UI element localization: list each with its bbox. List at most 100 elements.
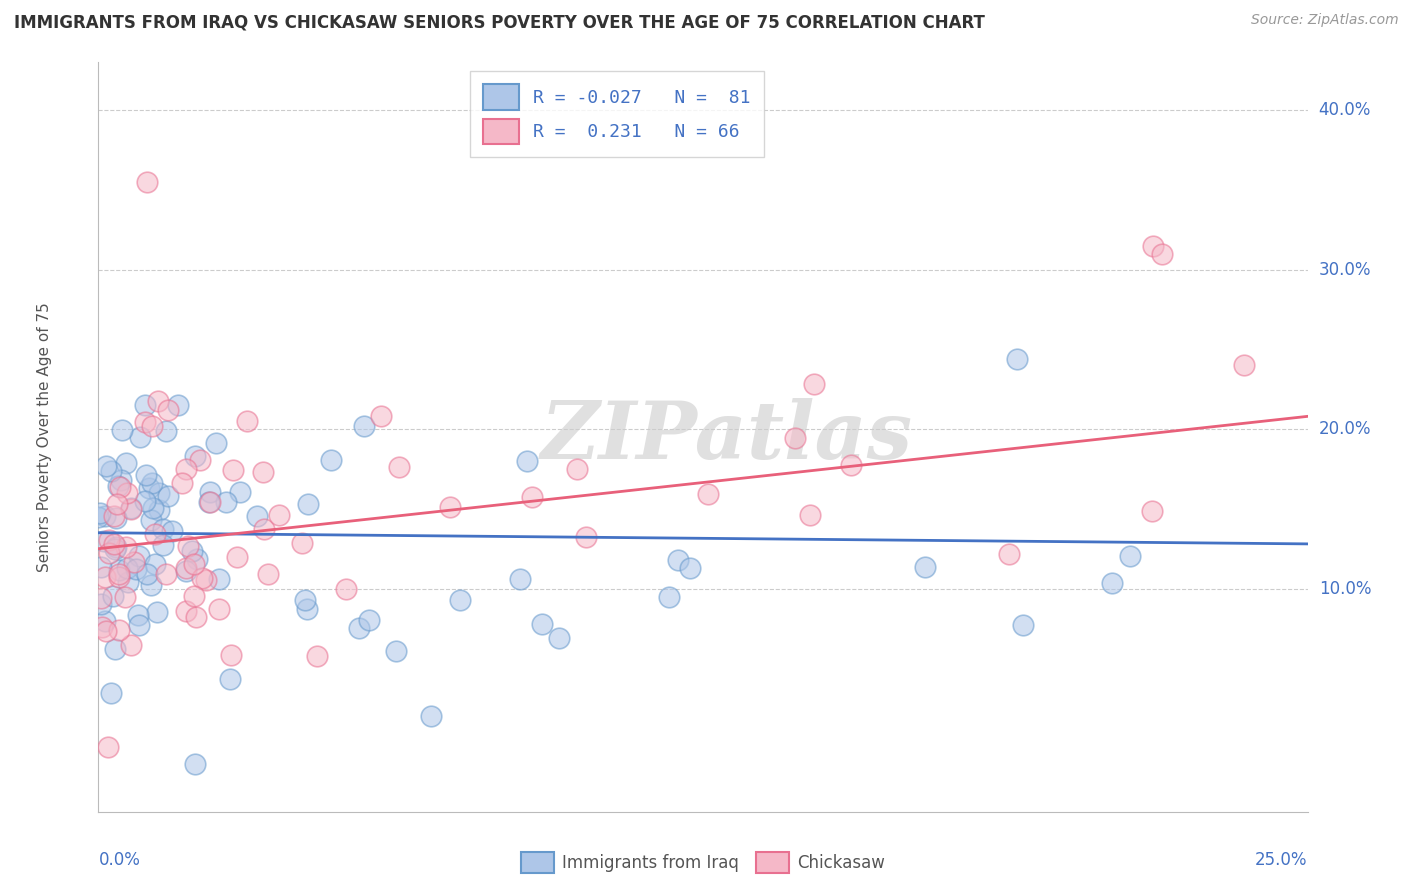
Point: [186, 609, 208, 624]
Point: [100, 464, 122, 478]
Point: [135, 468, 157, 483]
Point: [114, 456, 136, 470]
Point: [108, 479, 131, 493]
Point: [172, 476, 194, 491]
Point: [1152, 246, 1174, 260]
Point: [90, 597, 112, 611]
Point: [658, 590, 681, 604]
Point: [370, 409, 392, 424]
Point: [839, 458, 862, 473]
Point: [93, 533, 115, 548]
Point: [198, 494, 221, 508]
Point: [229, 484, 252, 499]
Point: [142, 500, 165, 515]
Text: 10.0%: 10.0%: [1319, 580, 1371, 598]
Point: [135, 567, 157, 582]
Point: [103, 537, 125, 551]
Point: [1140, 504, 1163, 518]
Point: [177, 539, 200, 553]
Point: [225, 549, 247, 564]
Point: [174, 560, 197, 574]
Point: [91, 620, 114, 634]
Point: [117, 486, 139, 500]
Point: [914, 560, 936, 574]
Point: [1101, 576, 1123, 591]
Point: [184, 756, 207, 771]
Point: [697, 487, 720, 501]
Point: [252, 466, 274, 480]
Point: [128, 549, 150, 564]
Point: [253, 522, 276, 536]
Point: [799, 508, 821, 522]
Point: [127, 607, 149, 622]
Point: [87, 509, 110, 524]
Point: [516, 454, 538, 468]
Point: [101, 589, 124, 603]
Point: [138, 481, 160, 495]
Point: [198, 495, 221, 509]
Point: [156, 489, 179, 503]
Point: [205, 436, 228, 450]
Point: [349, 621, 371, 635]
Point: [294, 593, 316, 607]
Point: [998, 547, 1021, 561]
Point: [180, 544, 202, 558]
Point: [103, 849, 125, 863]
Point: [359, 613, 381, 627]
Point: [783, 431, 806, 445]
Point: [335, 582, 357, 597]
Point: [155, 567, 177, 582]
Point: [565, 462, 588, 476]
Point: [174, 565, 197, 579]
Point: [89, 506, 111, 520]
Point: [94, 615, 117, 629]
Point: [1119, 549, 1142, 563]
Point: [98, 533, 121, 548]
Point: [1012, 618, 1035, 632]
Point: [107, 570, 129, 584]
Text: 30.0%: 30.0%: [1319, 260, 1371, 278]
Point: [215, 494, 238, 508]
Point: [94, 624, 117, 638]
Point: [195, 574, 218, 588]
Point: [94, 508, 117, 523]
Point: [291, 536, 314, 550]
Point: [104, 641, 127, 656]
Point: [188, 453, 211, 467]
Point: [321, 453, 343, 467]
Point: [520, 490, 543, 504]
Point: [93, 569, 115, 583]
Point: [575, 531, 598, 545]
Point: [222, 462, 245, 476]
Point: [174, 604, 197, 618]
Point: [157, 403, 180, 417]
Point: [167, 398, 190, 412]
Point: [388, 459, 411, 474]
Point: [134, 493, 156, 508]
Point: [120, 501, 142, 516]
Point: [108, 624, 131, 638]
Text: 25.0%: 25.0%: [1256, 851, 1308, 869]
Legend: R = -0.027   N =  81, R =  0.231   N = 66: R = -0.027 N = 81, R = 0.231 N = 66: [470, 71, 763, 157]
Point: [134, 398, 156, 412]
Point: [134, 415, 156, 429]
Point: [186, 551, 208, 566]
Point: [139, 578, 162, 592]
Point: [191, 571, 214, 585]
Point: [246, 508, 269, 523]
Point: [297, 601, 319, 615]
Point: [100, 686, 122, 700]
Point: [219, 648, 242, 662]
Point: [141, 419, 163, 434]
Point: [129, 430, 152, 444]
Point: [530, 616, 553, 631]
Point: [183, 589, 205, 603]
Point: [94, 459, 117, 474]
Point: [269, 508, 291, 522]
Point: [115, 560, 138, 574]
Point: [121, 638, 143, 652]
Point: [104, 511, 127, 525]
Point: [208, 572, 231, 586]
Point: [548, 631, 571, 645]
Point: [97, 545, 120, 559]
